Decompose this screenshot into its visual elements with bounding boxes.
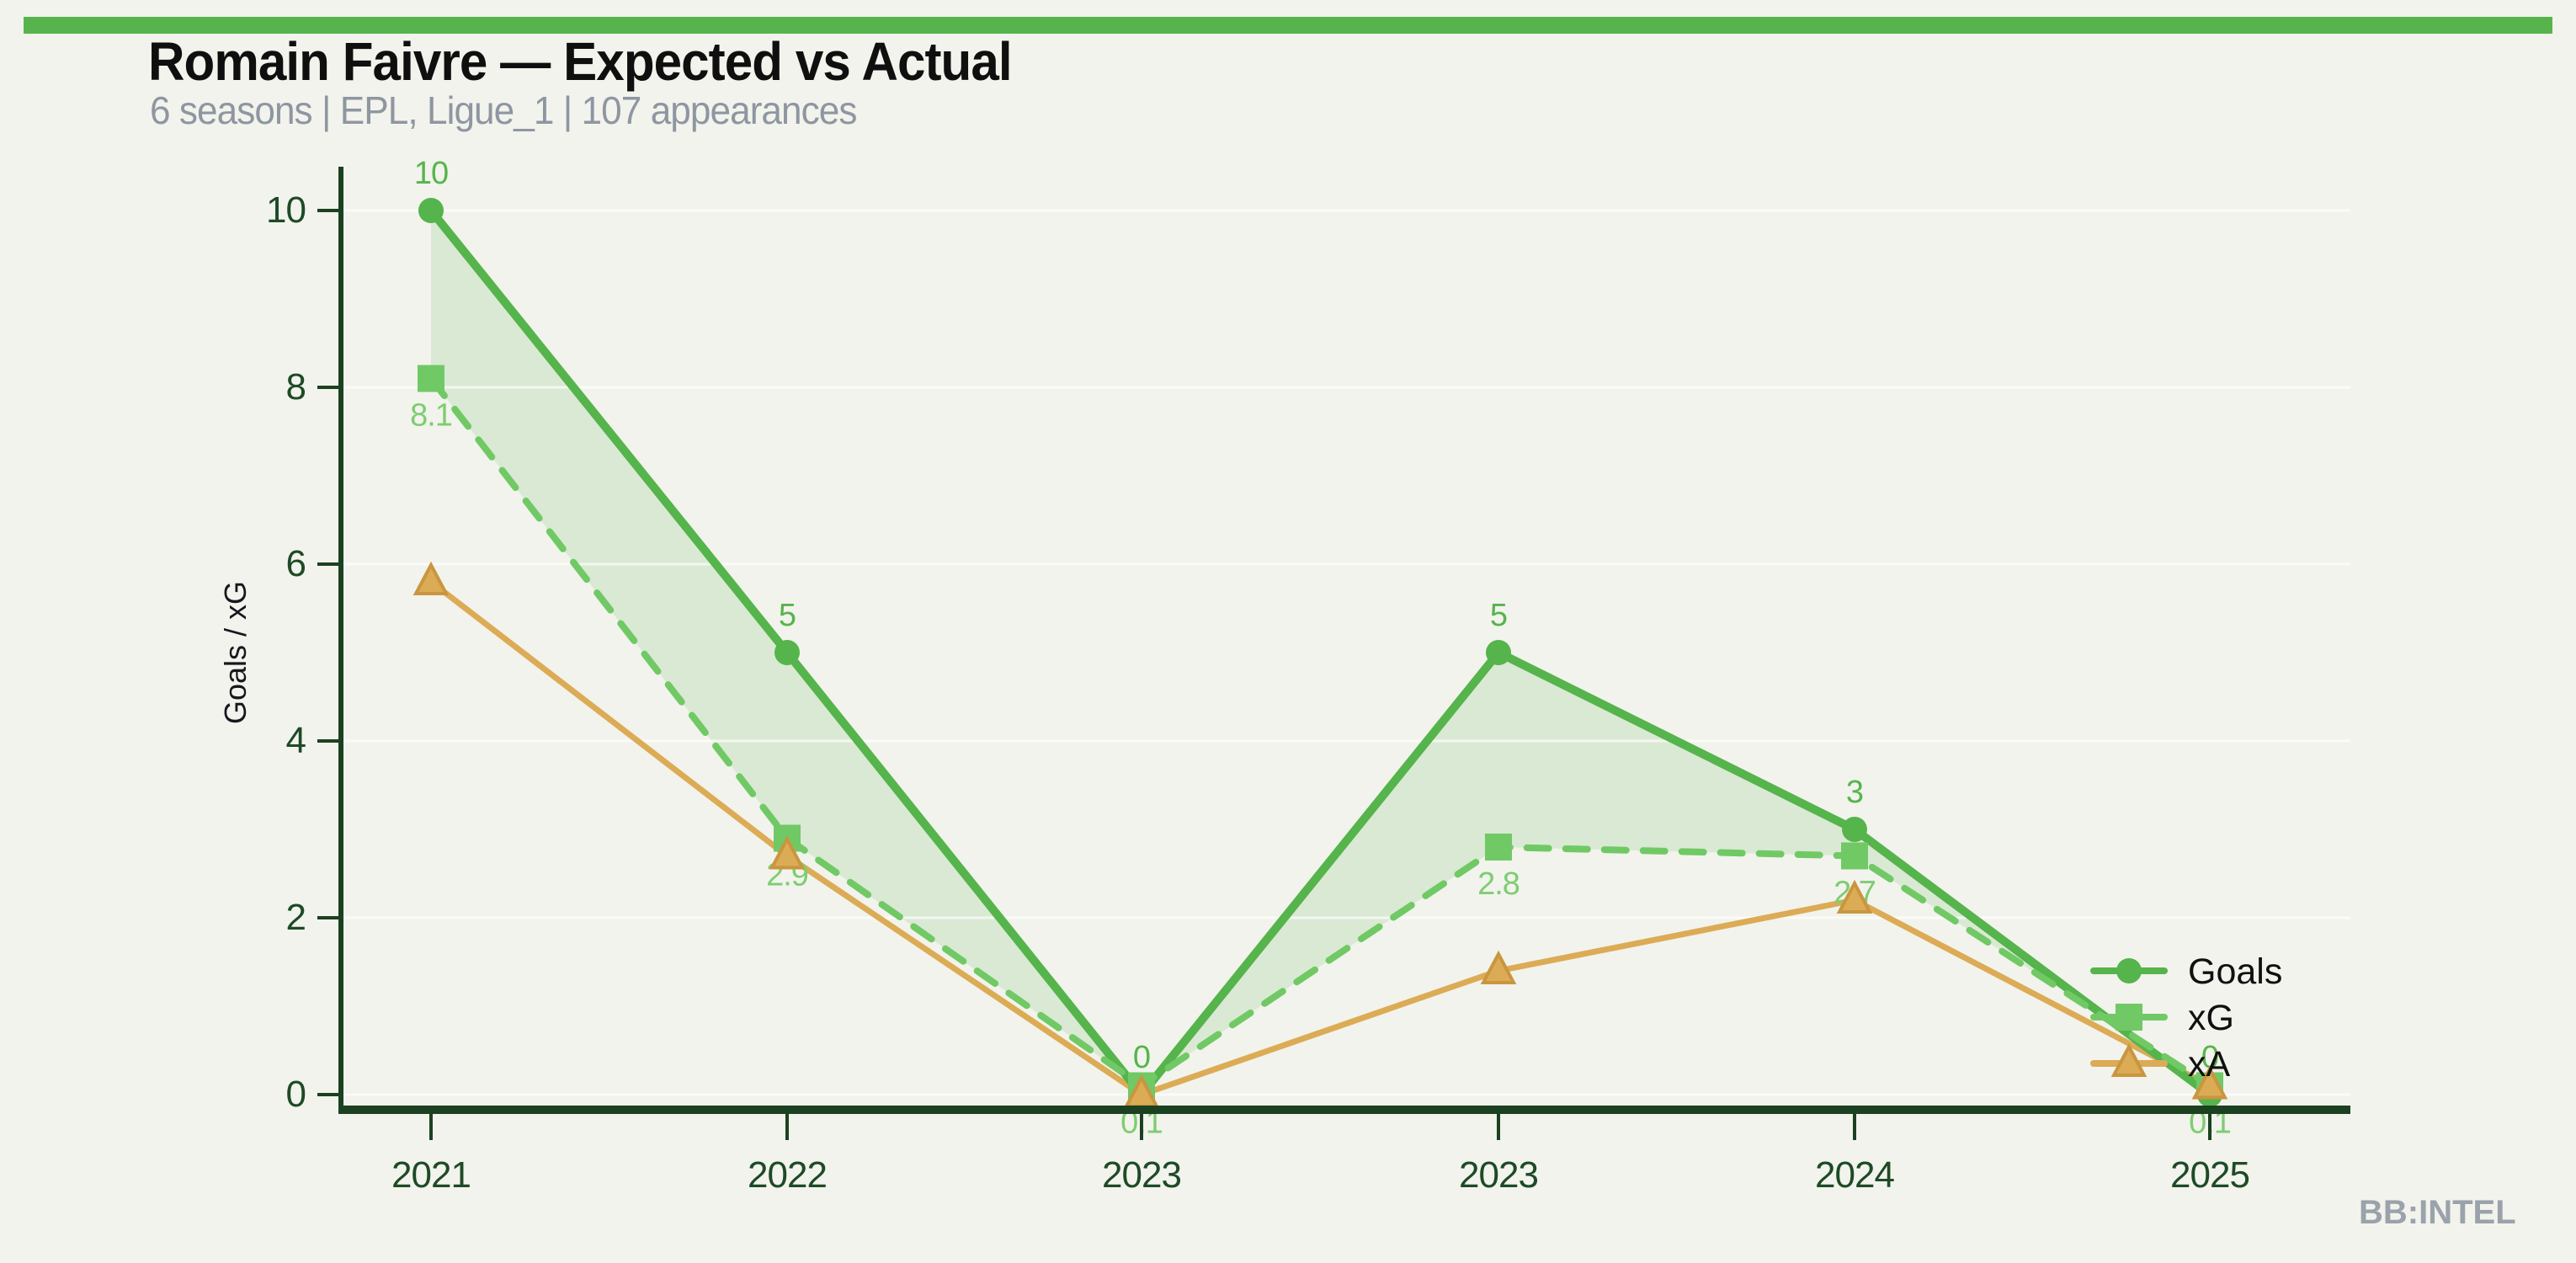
legend-marker-xa [2110,1042,2148,1077]
watermark-logo: BB:INTEL [2359,1194,2516,1231]
legend-label-xa: xA [2188,1044,2231,1084]
legend-label-xg: xG [2188,998,2234,1038]
point-label-goals: 5 [779,598,796,633]
x-tick-label: 2023 [1459,1154,1538,1196]
point-label-goals: 5 [1490,598,1507,633]
point-label-goals: 10 [414,156,448,191]
top-accent-bar [24,17,2552,34]
series-line-goals [427,206,2214,1099]
point-label-goals: 0 [2201,1040,2218,1075]
y-tick-label: 0 [286,1074,306,1115]
chart-title: Romain Faivre — Expected vs Actual [148,31,1013,92]
fill-between-area [431,210,2210,1095]
legend-marker-xg [2116,1004,2142,1031]
point-marker-xg [1485,834,1512,861]
series-line-xg [428,375,2213,1090]
point-marker-goals [774,640,800,665]
point-label-xg: 2.8 [1477,866,1520,902]
point-label-goals: 3 [1846,775,1863,810]
point-marker-xa [2191,1065,2228,1100]
legend-marker-goals [2116,958,2142,983]
chart-subtitle: 6 seasons | EPL, Ligue_1 | 107 appearanc… [150,88,857,132]
point-marker-xa [769,835,806,870]
y-axis-title: Goals / xG [218,581,253,724]
x-tick-label: 2023 [1102,1154,1181,1196]
point-label-goals: 0 [1133,1040,1150,1075]
y-tick-label: 6 [286,543,306,584]
point-marker-xa [1480,950,1517,984]
point-marker-xg [1841,842,1868,870]
point-marker-goals [418,198,444,223]
x-tick-label: 2025 [2170,1154,2249,1196]
y-tick-label: 10 [266,189,306,231]
y-tick-label: 8 [286,366,306,408]
x-tick-label: 2024 [1815,1154,1894,1196]
x-tick-label: 2021 [391,1154,471,1196]
y-tick-label: 2 [286,897,306,938]
point-marker-xg [418,365,444,392]
x-tick-label: 2022 [748,1154,827,1196]
point-label-xg: 8.1 [410,398,452,434]
point-marker-xa [1836,879,1873,914]
legend-label-goals: Goals [2188,951,2282,992]
point-marker-goals [1842,817,1867,842]
point-marker-xa [412,561,450,595]
point-marker-goals [1486,640,1511,665]
series-line-xa [428,578,2213,1098]
y-tick-label: 4 [286,720,306,761]
